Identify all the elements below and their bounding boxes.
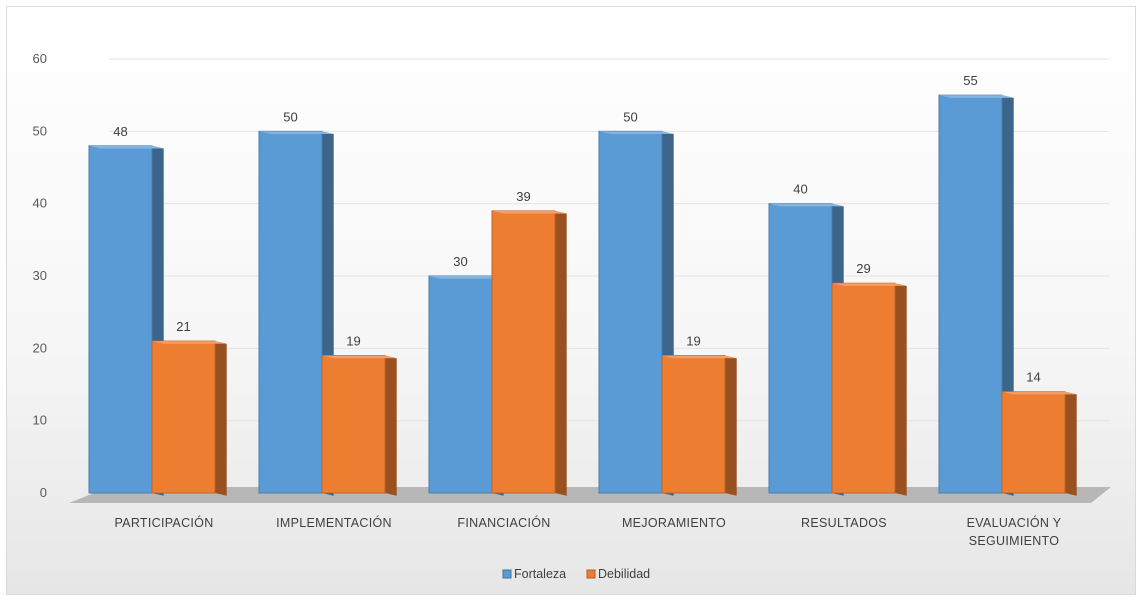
data-label: 48 (113, 124, 127, 139)
bar-side (1065, 391, 1077, 496)
bar-side (555, 210, 567, 496)
x-category-label: SEGUIMIENTO (969, 534, 1060, 548)
bar-side (895, 283, 907, 496)
bar-debilidad-2 (491, 210, 567, 496)
y-tick-label: 40 (33, 196, 47, 211)
data-label: 40 (793, 182, 807, 197)
bar-top (259, 131, 334, 135)
legend-label: Fortaleza (514, 567, 566, 581)
data-label: 50 (283, 109, 297, 124)
data-label: 50 (623, 109, 637, 124)
bar-side (215, 341, 227, 496)
bar-debilidad-1 (321, 355, 397, 496)
bar-top (939, 95, 1014, 98)
bar-front (938, 94, 1003, 494)
data-label: 39 (516, 189, 530, 204)
chart-area: 0 10 20 30 40 50 60 48 21 PARTICIPACIÓN 50 19 IMPLEM… (6, 6, 1136, 595)
bar-front (598, 130, 663, 494)
y-tick-label: 20 (33, 340, 47, 355)
bar-front (321, 355, 386, 494)
bar-debilidad-0 (151, 340, 227, 496)
bar-side (725, 355, 737, 496)
legend-swatch (502, 569, 512, 579)
bar-debilidad-3 (661, 355, 737, 496)
legend-label: Debilidad (598, 567, 650, 581)
data-label: 14 (1026, 370, 1040, 385)
bar-front (1001, 391, 1066, 494)
x-category-label: IMPLEMENTACIÓN (276, 515, 392, 530)
bar-front (661, 355, 726, 494)
data-label: 19 (346, 334, 360, 349)
bar-top (1002, 391, 1077, 395)
bar-top (599, 131, 674, 135)
y-tick-label: 60 (33, 51, 47, 66)
bar-top (322, 355, 397, 359)
y-tick-label: 10 (33, 413, 47, 428)
bar-front (831, 282, 896, 494)
legend-item-debilidad: Debilidad (586, 567, 650, 581)
data-label: 19 (686, 334, 700, 349)
y-tick-label: 30 (33, 268, 47, 283)
bar-top (492, 210, 567, 214)
legend-swatch (586, 569, 596, 579)
y-tick-label: 50 (33, 123, 47, 138)
x-category-label: MEJORAMIENTO (622, 516, 726, 530)
x-category-label: EVALUACIÓN Y (967, 515, 1062, 530)
bar-debilidad-4 (831, 282, 907, 496)
x-category-label: PARTICIPACIÓN (114, 515, 213, 530)
bar-top (662, 355, 737, 359)
bar-side (385, 355, 397, 496)
x-category-label: FINANCIACIÓN (457, 515, 550, 530)
bar-front (258, 130, 323, 494)
bar-top (89, 145, 164, 149)
bar-chart: 0 10 20 30 40 50 60 48 21 PARTICIPACIÓN 50 19 IMPLEM… (33, 51, 1111, 581)
bar-top (769, 203, 844, 207)
bar-top (152, 341, 227, 344)
bar-front (491, 210, 556, 494)
data-label: 55 (963, 73, 977, 88)
bar-top (832, 283, 907, 286)
bar-top (429, 276, 504, 279)
legend-item-fortaleza: Fortaleza (502, 567, 566, 581)
bar-fortaleza-0 (88, 145, 164, 496)
x-category-label: RESULTADOS (801, 516, 887, 530)
data-label: 21 (176, 319, 190, 334)
bar-front (88, 145, 153, 494)
bar-debilidad-5 (1001, 391, 1077, 496)
y-tick-label: 0 (40, 485, 47, 500)
bar-front (151, 340, 216, 494)
data-label: 29 (856, 261, 870, 276)
bar-front (768, 203, 833, 494)
data-label: 30 (453, 254, 467, 269)
bar-front (428, 275, 493, 494)
